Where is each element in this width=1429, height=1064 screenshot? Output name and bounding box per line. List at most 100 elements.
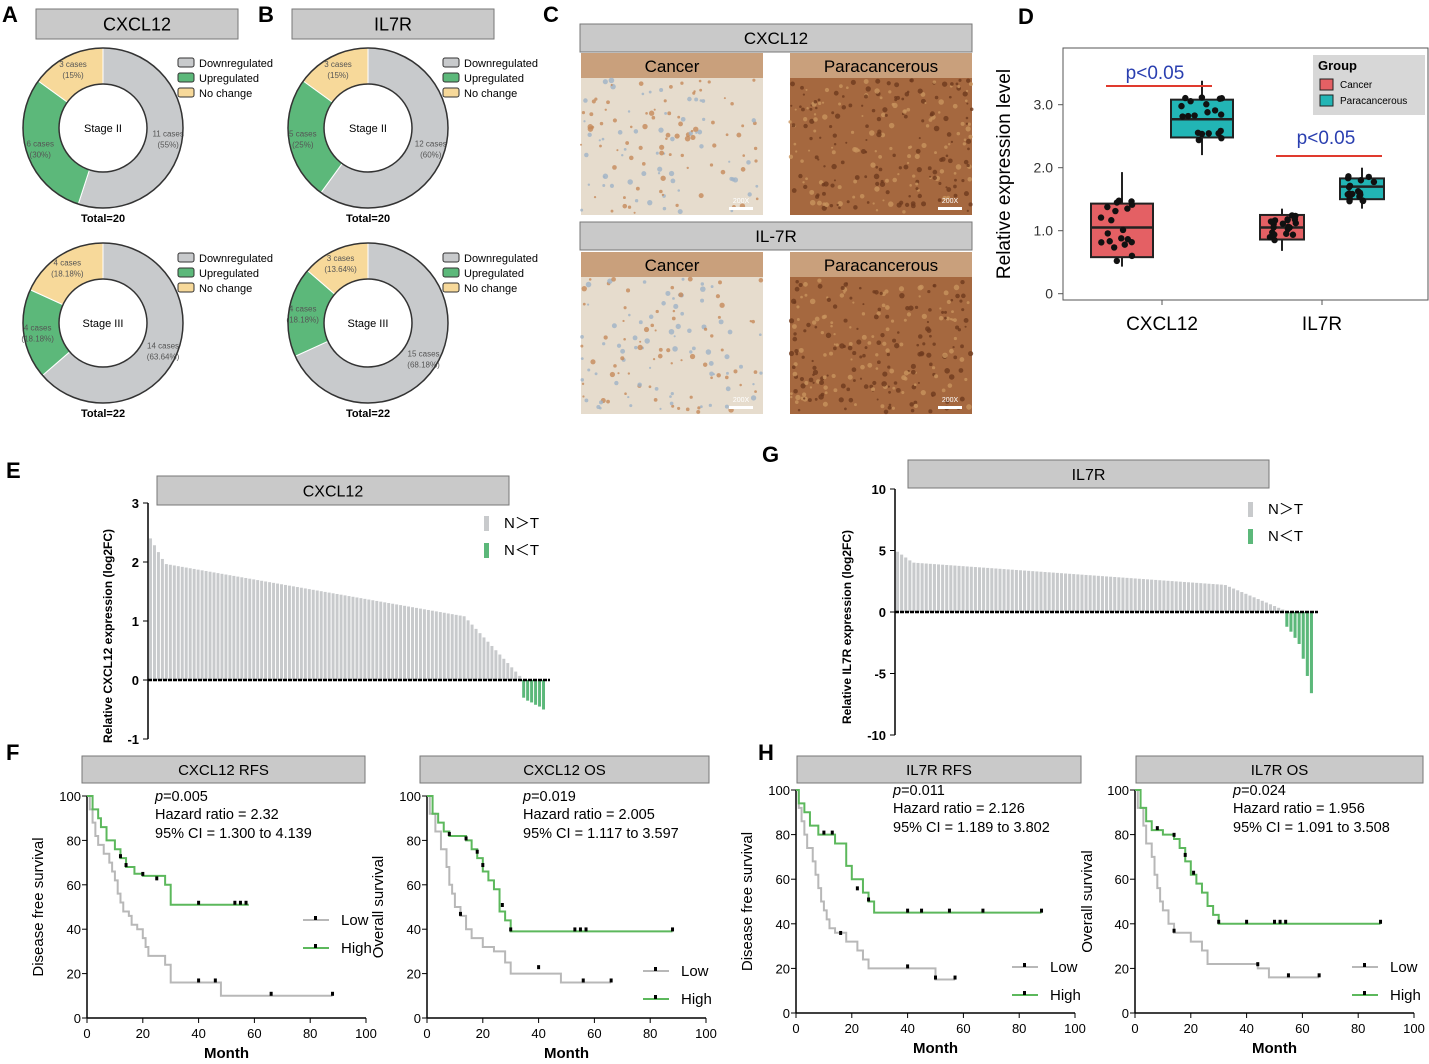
bar-n-gt-t	[188, 568, 192, 680]
bar-n-gt-t	[1055, 572, 1059, 612]
bar-n-gt-t	[1277, 607, 1281, 612]
donut-slice-label: (55%)	[158, 140, 180, 149]
ihc-texture	[788, 278, 974, 415]
ihc-speck	[861, 312, 866, 316]
bar-n-gt-t	[1076, 574, 1080, 612]
ihc-speck	[602, 79, 608, 85]
bar-n-gt-t	[458, 615, 462, 680]
ihc-speck	[799, 105, 802, 109]
bar-n-gt-t	[994, 568, 998, 612]
box-point	[1108, 217, 1115, 224]
p-value-label: p<0.05	[1297, 128, 1356, 149]
ihc-speck	[718, 280, 722, 285]
p-value: =0.011	[901, 783, 945, 799]
ihc-speck	[888, 390, 891, 394]
y-tick-label: 0	[414, 1011, 421, 1026]
ihc-speck	[833, 343, 836, 346]
donut-stage-label: Stage III	[348, 318, 389, 330]
ihc-speck	[843, 291, 846, 294]
ihc-speck	[887, 405, 892, 410]
ihc-speck	[932, 175, 938, 180]
ihc-image-header	[790, 252, 972, 277]
ihc-speck	[809, 199, 816, 206]
donut-stage-label: Stage II	[349, 123, 387, 135]
header-G-box	[907, 459, 1270, 489]
ihc-speck	[879, 96, 883, 100]
legend-label: Low	[681, 963, 709, 980]
ihc-speck	[953, 284, 960, 291]
box-point	[1345, 183, 1353, 191]
ihc-speck	[739, 364, 743, 369]
ihc-speck	[963, 317, 969, 323]
ihc-speck	[788, 120, 792, 124]
ihc-speck	[653, 397, 658, 402]
ihc-speck	[602, 342, 606, 346]
ihc-speck	[678, 292, 684, 298]
ihc-speck	[903, 370, 909, 376]
bar-n-lt-t	[522, 680, 526, 698]
legend-label: Cancer	[1340, 80, 1373, 91]
y-axis-label: Disease free survival	[739, 832, 756, 971]
ihc-speck	[885, 178, 889, 183]
censor-mark-high	[1273, 919, 1276, 924]
ihc-speck	[822, 202, 827, 206]
ihc-speck	[948, 374, 955, 380]
bar-n-gt-t	[379, 601, 383, 680]
ihc-speck	[803, 123, 808, 129]
bar-n-gt-t	[1039, 571, 1043, 612]
bar-n-gt-t	[414, 607, 418, 680]
bar-n-gt-t	[434, 611, 438, 680]
ihc-speck	[673, 335, 676, 338]
box-point	[1267, 218, 1275, 225]
km-stats-p: p=0.005	[154, 789, 208, 805]
bar-n-gt-t	[912, 562, 916, 612]
ihc-speck	[645, 112, 648, 115]
box-point	[1097, 214, 1105, 221]
bar-n-gt-t	[462, 616, 466, 680]
ihc-speck	[817, 278, 822, 283]
ihc-speck	[736, 132, 742, 138]
ihc-speck	[831, 146, 834, 149]
ihc-speck	[830, 324, 833, 328]
x-tick-label: 60	[587, 1026, 601, 1041]
bar-n-gt-t	[228, 575, 232, 680]
box-point	[1119, 226, 1127, 234]
ihc-speck	[606, 100, 610, 105]
x-tick-label: 20	[476, 1026, 490, 1041]
km-curve-low	[1135, 789, 1320, 979]
ihc-speck	[932, 283, 937, 288]
ihc-speck	[928, 118, 933, 122]
bar-n-gt-t	[272, 582, 276, 680]
ihc-speck	[903, 318, 907, 322]
ihc-speck	[863, 79, 869, 85]
ihc-speck	[840, 383, 846, 389]
ihc-speck	[833, 332, 836, 336]
ihc-speck	[938, 99, 944, 105]
ihc-speck	[675, 323, 681, 330]
ihc-speck	[965, 122, 969, 125]
ihc-speck	[865, 86, 871, 92]
box-point	[1110, 244, 1118, 251]
box-point	[1279, 220, 1287, 227]
ihc-speck	[944, 145, 948, 149]
panel-letter-A: A	[2, 2, 18, 27]
donut-outer-ring	[22, 242, 184, 404]
ihc-speck	[943, 290, 949, 296]
y-tick-label: 40	[1115, 917, 1129, 932]
ihc-speck	[892, 386, 896, 390]
y-tick-label: 40	[776, 917, 790, 932]
legend-swatch	[442, 72, 460, 83]
ihc-speck	[791, 365, 796, 370]
bar-n-gt-t	[998, 568, 1002, 612]
header-H2-box	[1135, 755, 1424, 784]
legend-swatch	[177, 267, 195, 278]
ihc-speck	[917, 193, 922, 199]
x-tick-label: 20	[1184, 1021, 1198, 1036]
ihc-speck	[604, 108, 607, 111]
ihc-speck	[875, 209, 879, 212]
censor-mark-high	[584, 927, 588, 932]
box-point	[1217, 127, 1224, 135]
ihc-speck	[882, 199, 885, 202]
ihc-speck	[845, 86, 849, 90]
ihc-speck	[800, 295, 803, 299]
